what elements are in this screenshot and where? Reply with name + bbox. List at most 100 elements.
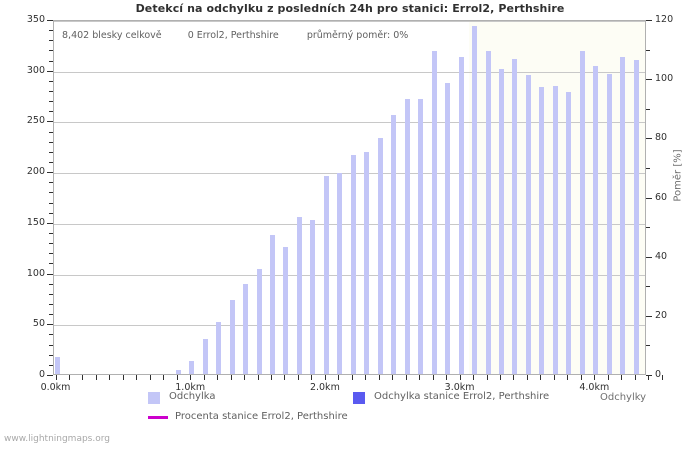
legend-box-swatch-icon: [353, 392, 365, 404]
gridline: [54, 173, 645, 175]
y-tick-major: [47, 273, 53, 275]
x-tick: [621, 375, 623, 380]
bar: [593, 65, 599, 374]
y-tick-major: [47, 121, 53, 123]
plot-area: [53, 20, 646, 375]
x-tick: [122, 375, 124, 380]
x-tick: [82, 375, 84, 380]
bar: [54, 356, 60, 374]
watermark: www.lightningmaps.org: [4, 434, 110, 444]
y-tick-minor: [49, 30, 53, 32]
annotation-ratio: průměrný poměr: 0%: [306, 30, 409, 41]
annotation-total: 8,402 blesky celkově: [62, 30, 162, 41]
y2-tick-minor: [646, 345, 650, 347]
y-tick-minor: [49, 162, 53, 163]
y-axis-right-tick-label: 100: [655, 73, 674, 85]
bar: [310, 219, 316, 374]
y-axis-left-tick-label: 350: [26, 14, 45, 25]
y-tick-minor: [49, 344, 53, 346]
annotation-station: 0 Errol2, Perthshire: [187, 30, 279, 41]
x-tick: [459, 375, 461, 380]
y-tick-minor: [49, 364, 53, 366]
legend-label: Odchylka stanice Errol2, Perthshire: [374, 391, 550, 402]
x-axis-tick-label: 4.0km: [579, 382, 610, 393]
bar: [189, 360, 195, 374]
x-tick: [324, 375, 326, 380]
bar: [283, 247, 289, 374]
y-axis-right-tick-label: 120: [655, 14, 674, 25]
y-tick-minor: [49, 182, 53, 184]
bar: [270, 235, 276, 374]
x-tick: [149, 375, 151, 380]
bar: [431, 51, 437, 374]
y-tick-major: [47, 324, 53, 326]
bar: [499, 68, 504, 374]
x-tick: [607, 375, 609, 380]
x-tick: [594, 375, 596, 380]
x-tick: [311, 375, 313, 380]
y-axis-right-tick-label: 80: [655, 132, 668, 144]
y-tick-minor: [49, 334, 53, 336]
x-tick: [257, 375, 259, 380]
x-tick: [297, 375, 299, 380]
y2-tick-minor: [646, 49, 650, 51]
y-tick-minor: [49, 141, 53, 143]
y-tick-minor: [49, 263, 53, 265]
x-tick: [271, 375, 273, 380]
y-tick-major: [47, 375, 53, 376]
bar: [243, 283, 249, 374]
bar: [512, 58, 518, 374]
y-tick-minor: [49, 101, 53, 103]
x-tick: [580, 375, 582, 380]
x-tick: [136, 375, 138, 380]
legend-label: Odchylka: [169, 391, 216, 402]
bar: [216, 322, 222, 374]
y-axis-right-tick-label: 40: [655, 250, 668, 262]
x-tick: [392, 375, 394, 380]
chart-annotation: 8,402 blesky celkově 0 Errol2, Perthshir…: [62, 30, 408, 41]
y2-tick-minor: [646, 167, 650, 169]
x-tick: [351, 375, 353, 380]
y-tick-minor: [49, 50, 53, 52]
x-tick: [540, 375, 542, 380]
y-tick-minor: [49, 80, 53, 82]
bar: [377, 137, 383, 374]
y-tick-minor: [49, 192, 53, 194]
bar: [606, 73, 612, 374]
y2-tick-major: [646, 315, 652, 317]
gridline: [54, 274, 645, 276]
y-tick-minor: [49, 293, 53, 295]
y-tick-minor: [49, 212, 53, 214]
bar: [485, 51, 491, 374]
x-axis-tick-label: 3.0km: [444, 382, 475, 393]
x-tick: [68, 375, 70, 380]
bar: [337, 173, 343, 374]
bar: [552, 85, 558, 374]
y-tick-minor: [49, 304, 53, 305]
x-axis-tick-label: 0.0km: [40, 382, 71, 393]
y-tick-major: [47, 70, 53, 72]
legend-label: Procenta stanice Errol2, Perthshire: [175, 411, 348, 422]
y2-tick-major: [646, 197, 652, 199]
bar: [418, 99, 424, 374]
x-tick: [446, 375, 448, 380]
x-tick: [486, 375, 488, 380]
x-tick: [338, 375, 340, 380]
x-tick: [419, 375, 421, 380]
bar: [391, 115, 397, 374]
y-axis-left-tick-label: 150: [26, 216, 45, 228]
y-axis-left-tick-label: 50: [32, 318, 45, 330]
gridline: [54, 325, 645, 327]
gridline: [54, 21, 645, 22]
bar: [364, 151, 370, 374]
y-axis-left-tick-label: 0: [38, 369, 45, 380]
x-tick: [230, 375, 232, 380]
x-tick: [109, 375, 111, 380]
y-axis-right-tick-label: 0: [655, 369, 662, 380]
x-tick: [526, 375, 528, 380]
x-tick: [244, 375, 246, 380]
x-tick: [405, 375, 407, 380]
bar: [404, 99, 410, 374]
y-tick-minor: [49, 202, 53, 204]
x-tick: [513, 375, 515, 380]
